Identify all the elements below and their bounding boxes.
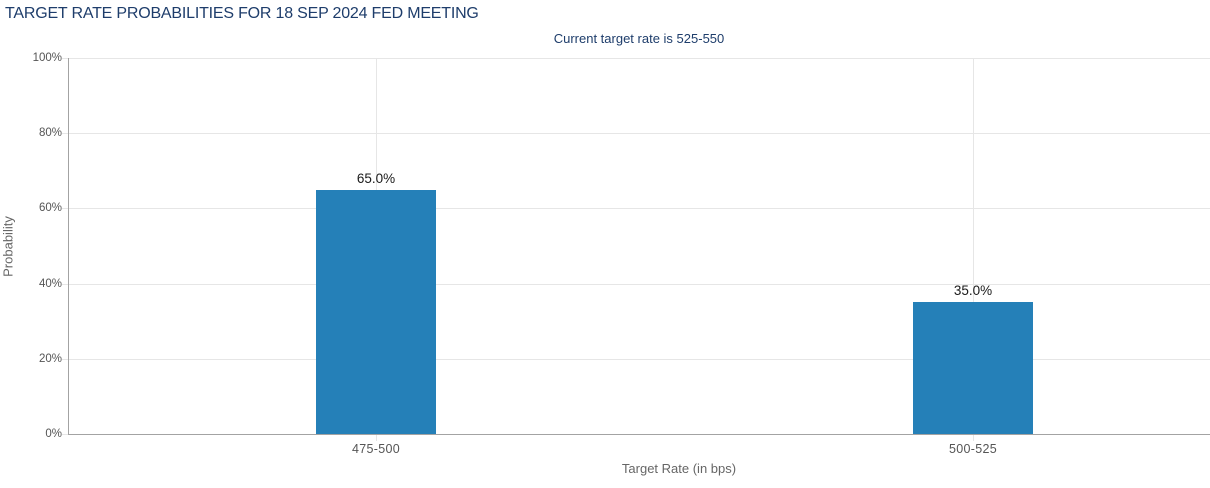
category-gridline (973, 58, 974, 434)
y-tick-label: 80% (38, 127, 62, 139)
y-axis-tick (62, 359, 68, 360)
y-tick-label: 60% (38, 202, 62, 214)
probability-bar[interactable] (913, 302, 1033, 434)
y-axis-title: Probability (0, 216, 16, 277)
y-gridline (68, 133, 1210, 134)
y-tick-label: 100% (32, 52, 62, 64)
bar-value-label: 35.0% (953, 283, 993, 299)
y-gridline (68, 359, 1210, 360)
x-axis-line (68, 434, 1210, 435)
y-tick-label: 0% (45, 428, 62, 440)
y-axis-tick (62, 208, 68, 209)
x-tick-label: 475-500 (352, 442, 400, 456)
y-axis-tick (62, 133, 68, 134)
chart-title: TARGET RATE PROBABILITIES FOR 18 SEP 202… (5, 5, 479, 22)
y-tick-label: 20% (38, 353, 62, 365)
x-axis-tick (376, 434, 377, 441)
probability-bar[interactable] (316, 189, 436, 434)
x-axis-tick (973, 434, 974, 441)
y-axis-tick (62, 284, 68, 285)
y-gridline (68, 58, 1210, 59)
y-axis-tick (62, 434, 68, 435)
y-axis-line (68, 58, 69, 434)
x-axis-title: Target Rate (in bps) (621, 461, 737, 476)
y-gridline (68, 208, 1210, 209)
y-gridline (68, 284, 1210, 285)
x-tick-label: 500-525 (949, 442, 997, 456)
chart-subtitle: Current target rate is 525-550 (553, 31, 725, 46)
bar-value-label: 65.0% (356, 170, 396, 186)
y-axis-tick (62, 58, 68, 59)
y-tick-label: 40% (38, 278, 62, 290)
